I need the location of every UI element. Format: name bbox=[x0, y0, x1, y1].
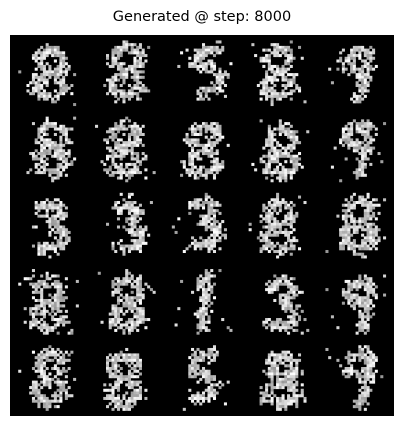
sample-cell bbox=[18, 43, 77, 107]
sample-cell bbox=[103, 40, 151, 104]
generated-samples-grid bbox=[10, 35, 394, 416]
sample-cell bbox=[180, 122, 230, 180]
sample-cell bbox=[325, 274, 387, 335]
sample-cell bbox=[325, 192, 387, 259]
sample-cell bbox=[262, 274, 310, 335]
sample-cell bbox=[248, 192, 307, 259]
sample-cell bbox=[18, 269, 79, 335]
sample-cell bbox=[330, 119, 387, 183]
samples-canvas bbox=[18, 40, 387, 411]
sample-cell bbox=[251, 40, 307, 107]
sample-cell bbox=[182, 345, 230, 411]
sample-cell bbox=[97, 269, 156, 335]
sample-cell bbox=[251, 119, 310, 183]
sample-cell bbox=[174, 269, 233, 335]
sample-cell bbox=[259, 350, 307, 411]
sample-cell bbox=[171, 192, 227, 254]
sample-cell bbox=[103, 347, 148, 411]
sample-cell bbox=[328, 45, 378, 104]
figure-title: Generated @ step: 8000 bbox=[112, 9, 292, 25]
sample-cell bbox=[106, 192, 153, 256]
sample-cell bbox=[177, 40, 233, 101]
sample-cell bbox=[31, 198, 71, 259]
sample-cell bbox=[18, 345, 77, 411]
sample-cell bbox=[95, 116, 156, 183]
sample-cell bbox=[26, 116, 77, 183]
sample-cell bbox=[325, 345, 384, 411]
